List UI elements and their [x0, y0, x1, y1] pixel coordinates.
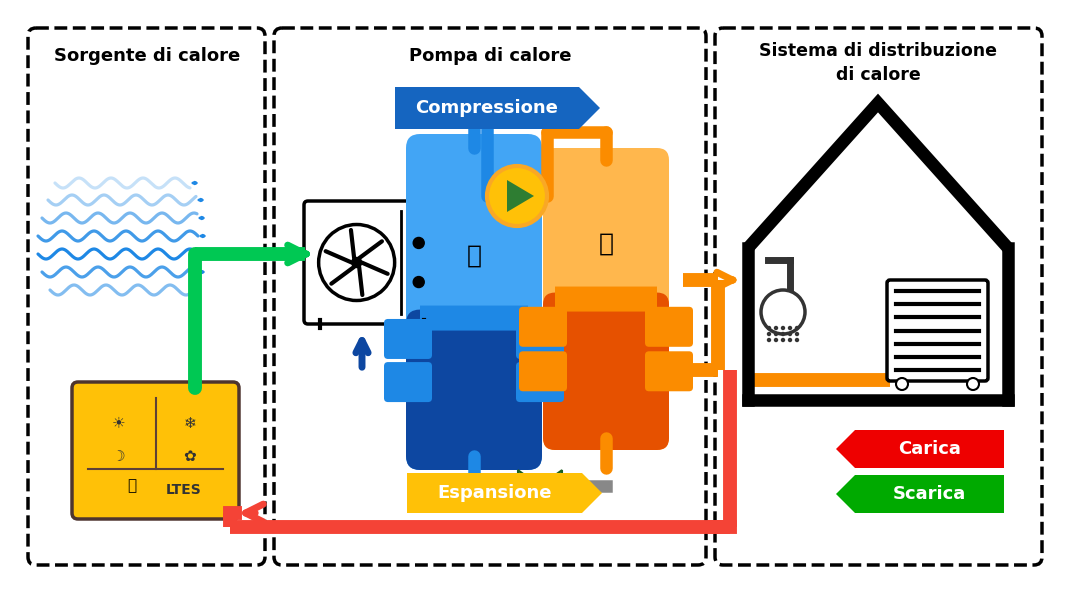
Polygon shape	[836, 475, 1004, 513]
Circle shape	[413, 276, 424, 288]
FancyBboxPatch shape	[519, 307, 567, 347]
Text: ☽: ☽	[111, 449, 125, 464]
Text: 💧: 💧	[467, 244, 482, 268]
Text: ❄: ❄	[183, 416, 196, 431]
Circle shape	[352, 257, 362, 267]
Text: Pompa di calore: Pompa di calore	[409, 47, 571, 65]
FancyBboxPatch shape	[542, 148, 669, 450]
Text: 🧠: 🧠	[127, 478, 137, 493]
FancyBboxPatch shape	[406, 310, 542, 470]
Circle shape	[487, 166, 547, 226]
FancyBboxPatch shape	[555, 286, 657, 311]
FancyBboxPatch shape	[715, 28, 1042, 565]
Text: Compressione: Compressione	[415, 99, 559, 117]
Text: Sistema di distribuzione
di calore: Sistema di distribuzione di calore	[759, 42, 997, 84]
Circle shape	[767, 333, 770, 336]
Circle shape	[767, 339, 770, 342]
FancyBboxPatch shape	[516, 362, 564, 402]
Polygon shape	[395, 87, 600, 129]
Polygon shape	[836, 430, 1004, 468]
Text: Espansione: Espansione	[438, 484, 552, 502]
Text: 💧: 💧	[598, 231, 613, 256]
Circle shape	[896, 378, 908, 390]
Text: ☀: ☀	[111, 416, 125, 431]
Circle shape	[319, 225, 395, 301]
Circle shape	[767, 327, 770, 330]
Text: Sorgente di calore: Sorgente di calore	[54, 47, 240, 65]
Polygon shape	[407, 473, 602, 513]
Circle shape	[413, 237, 424, 248]
FancyBboxPatch shape	[519, 351, 567, 391]
Circle shape	[795, 339, 798, 342]
FancyBboxPatch shape	[645, 307, 693, 347]
Circle shape	[789, 339, 792, 342]
Text: LTES: LTES	[166, 483, 201, 498]
FancyBboxPatch shape	[72, 382, 239, 519]
Polygon shape	[518, 470, 562, 502]
Circle shape	[781, 339, 784, 342]
Circle shape	[781, 327, 784, 330]
Circle shape	[775, 333, 778, 336]
Circle shape	[761, 290, 805, 334]
Circle shape	[789, 333, 792, 336]
FancyBboxPatch shape	[384, 319, 432, 359]
FancyBboxPatch shape	[274, 28, 706, 565]
FancyBboxPatch shape	[384, 362, 432, 402]
Circle shape	[775, 327, 778, 330]
FancyBboxPatch shape	[421, 305, 528, 330]
Circle shape	[795, 327, 798, 330]
Circle shape	[781, 333, 784, 336]
Circle shape	[789, 327, 792, 330]
FancyBboxPatch shape	[28, 28, 265, 565]
Circle shape	[967, 378, 979, 390]
Text: Scarica: Scarica	[892, 485, 966, 503]
Polygon shape	[507, 180, 534, 212]
FancyBboxPatch shape	[516, 319, 564, 359]
Circle shape	[795, 333, 798, 336]
FancyBboxPatch shape	[645, 351, 693, 391]
FancyBboxPatch shape	[406, 134, 542, 470]
FancyBboxPatch shape	[304, 201, 440, 324]
Text: ✿: ✿	[183, 449, 196, 464]
FancyBboxPatch shape	[887, 280, 988, 381]
Text: Carica: Carica	[898, 440, 961, 458]
FancyBboxPatch shape	[542, 292, 669, 450]
Circle shape	[775, 339, 778, 342]
